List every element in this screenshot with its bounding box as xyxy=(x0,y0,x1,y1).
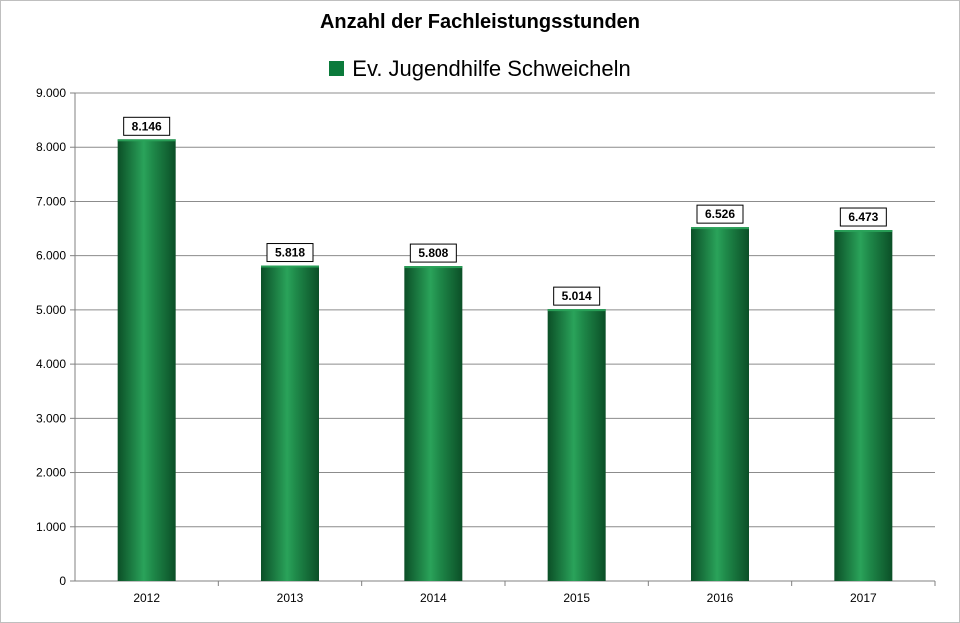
data-label-2017: 6.473 xyxy=(848,210,878,224)
y-tick-label-0: 0 xyxy=(59,574,66,588)
chart-title: Anzahl der Fachleistungsstunden xyxy=(319,11,641,33)
data-label-2012: 8.146 xyxy=(132,119,162,133)
legend: Ev. Jugendhilfe Schweicheln xyxy=(1,56,959,82)
data-label-box-2013 xyxy=(266,243,314,263)
bar-2016 xyxy=(691,227,749,581)
x-tick-label-2017: 2017 xyxy=(850,591,877,605)
data-label-2013: 5.818 xyxy=(275,246,305,260)
data-label-box-2016 xyxy=(696,204,744,224)
y-tick-label-3: 3.000 xyxy=(36,411,66,425)
y-tick-label-5: 5.000 xyxy=(36,303,66,317)
y-tick-label-1: 1.000 xyxy=(36,520,66,534)
data-label-box-2017 xyxy=(839,207,887,227)
bar-top-2012 xyxy=(117,139,176,142)
bar-2013 xyxy=(261,265,319,581)
x-tick-label-2013: 2013 xyxy=(277,591,304,605)
bar-top-2016 xyxy=(691,227,749,230)
data-label-2015: 5.014 xyxy=(562,289,592,303)
data-label-box-2012 xyxy=(123,116,171,136)
data-label-2016: 6.526 xyxy=(705,207,735,221)
legend-label: Ev. Jugendhilfe Schweicheln xyxy=(352,56,631,81)
data-label-box-2014 xyxy=(409,243,457,263)
bar-top-2015 xyxy=(547,309,606,312)
x-tick-label-2016: 2016 xyxy=(707,591,734,605)
data-label-box-2015 xyxy=(553,286,601,306)
x-tick-label-2015: 2015 xyxy=(563,591,590,605)
bar-2012 xyxy=(117,139,176,581)
data-label-2014: 5.808 xyxy=(418,246,448,260)
x-tick-label-2012: 2012 xyxy=(133,591,160,605)
legend-swatch xyxy=(329,61,345,76)
y-tick-label-6: 6.000 xyxy=(36,249,66,263)
x-tick-label-2014: 2014 xyxy=(420,591,447,605)
y-tick-label-8: 8.000 xyxy=(36,140,66,154)
bar-top-2014 xyxy=(404,266,463,269)
bar-top-2017 xyxy=(834,230,893,233)
bar-2017 xyxy=(834,230,893,581)
y-tick-label-7: 7.000 xyxy=(36,194,66,208)
bar-2015 xyxy=(547,309,606,581)
y-tick-label-2: 2.000 xyxy=(36,466,66,480)
y-tick-label-9: 9.000 xyxy=(36,86,66,100)
y-tick-label-4: 4.000 xyxy=(36,357,66,371)
bar-top-2013 xyxy=(261,265,319,268)
bar-2014 xyxy=(404,266,463,581)
